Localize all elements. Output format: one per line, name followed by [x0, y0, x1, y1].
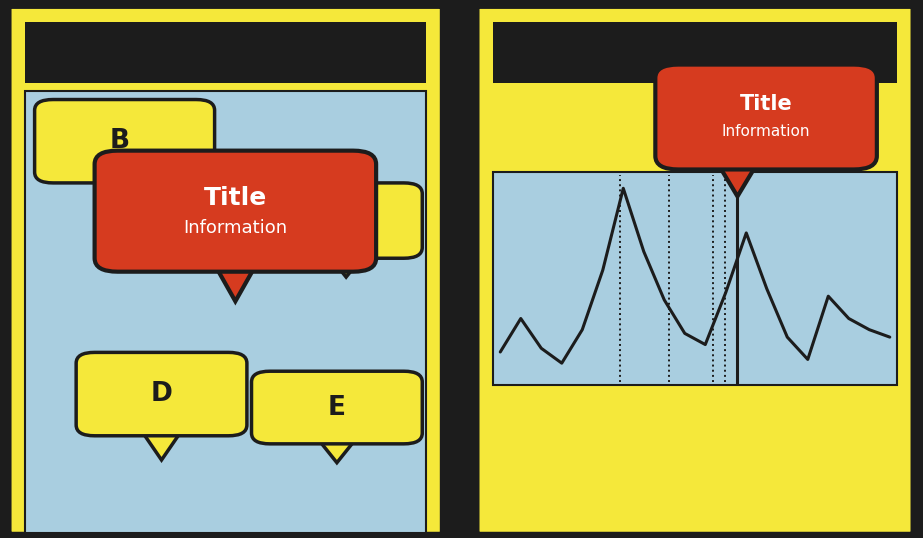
- Text: Information: Information: [184, 219, 287, 237]
- Polygon shape: [90, 169, 141, 204]
- Polygon shape: [210, 256, 261, 301]
- Text: B: B: [110, 128, 130, 154]
- FancyBboxPatch shape: [655, 65, 877, 169]
- Text: C: C: [337, 208, 355, 233]
- FancyBboxPatch shape: [450, 0, 473, 538]
- Polygon shape: [712, 153, 763, 196]
- FancyBboxPatch shape: [270, 183, 423, 258]
- FancyBboxPatch shape: [478, 8, 912, 533]
- FancyBboxPatch shape: [25, 22, 426, 83]
- Text: Title: Title: [739, 94, 793, 114]
- FancyBboxPatch shape: [493, 172, 897, 385]
- FancyBboxPatch shape: [94, 151, 377, 272]
- Text: E: E: [328, 394, 346, 421]
- FancyBboxPatch shape: [76, 352, 246, 436]
- Polygon shape: [311, 430, 363, 463]
- FancyBboxPatch shape: [10, 8, 441, 533]
- FancyBboxPatch shape: [493, 22, 897, 83]
- FancyBboxPatch shape: [251, 371, 422, 444]
- Polygon shape: [320, 245, 372, 277]
- FancyBboxPatch shape: [25, 91, 426, 533]
- Text: D: D: [150, 381, 173, 407]
- Polygon shape: [136, 422, 187, 460]
- Text: Information: Information: [722, 124, 810, 139]
- Text: Title: Title: [204, 186, 267, 210]
- FancyBboxPatch shape: [35, 100, 214, 183]
